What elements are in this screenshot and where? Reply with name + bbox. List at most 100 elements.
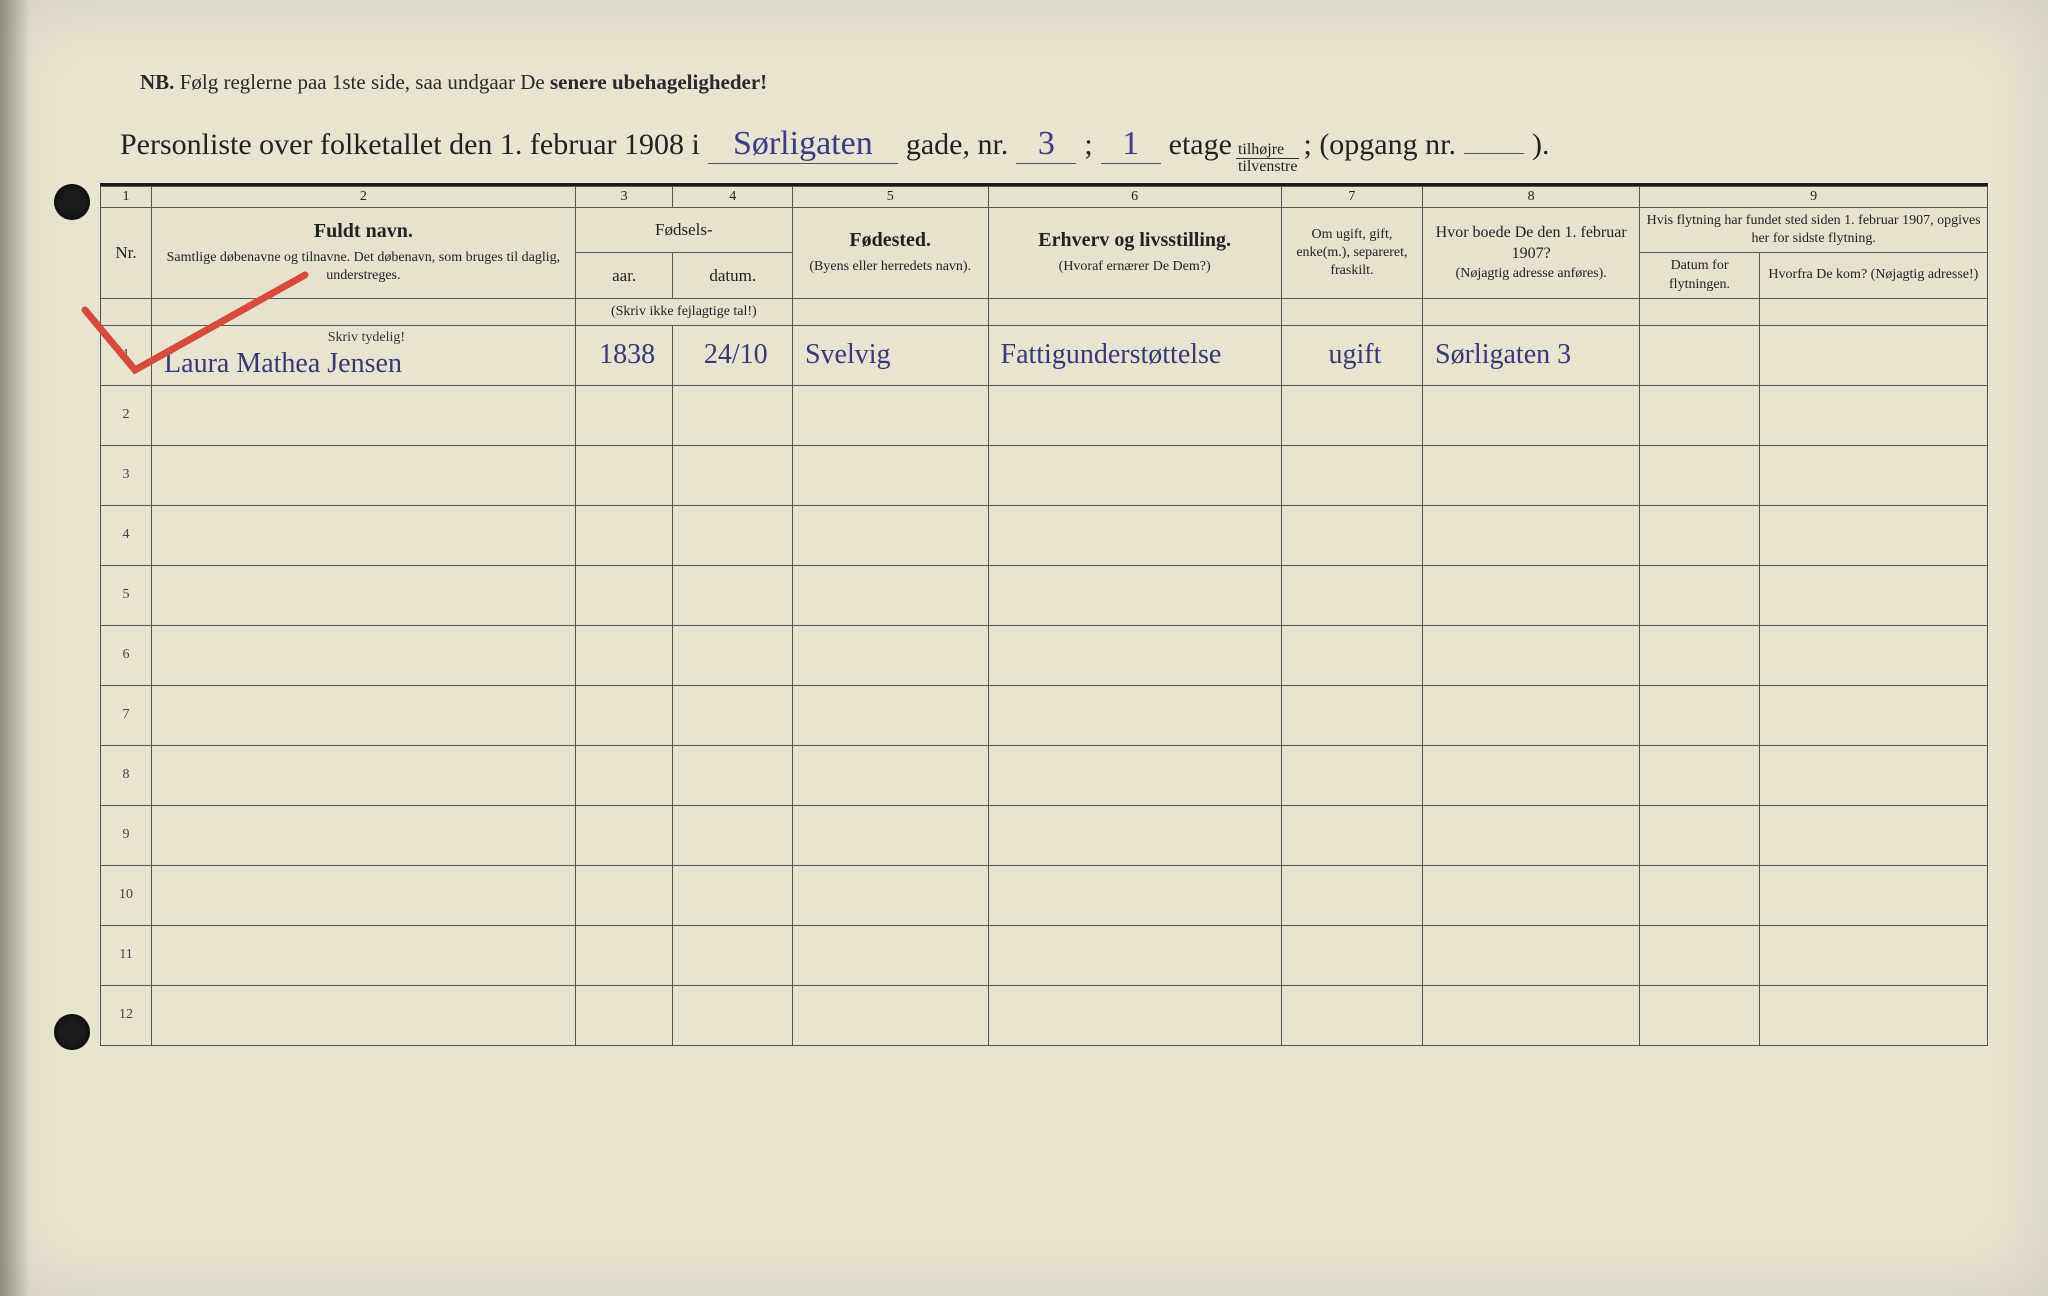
cell-empty: [792, 625, 988, 685]
cell-empty: [1281, 685, 1422, 745]
cell-empty: [575, 745, 673, 805]
cell-date: 24/10: [673, 325, 792, 385]
note-blank: [152, 298, 576, 325]
header-nr: Nr.: [101, 208, 152, 299]
cell-empty: [1759, 745, 1987, 805]
cell-empty: [792, 805, 988, 865]
cell-empty: [575, 685, 673, 745]
cell-empty: [1281, 625, 1422, 685]
house-number-field: 3: [1016, 125, 1076, 164]
cell-empty: [1281, 745, 1422, 805]
header-move-date-label: Datum for flytningen.: [1646, 257, 1752, 293]
skriv-tydelig-note: Skriv tydelig!: [164, 330, 569, 346]
note-blank: [988, 298, 1281, 325]
cell-occupation: Fattigunderstøttelse: [988, 325, 1281, 385]
cell-empty: [988, 805, 1281, 865]
column-header-row: Nr. Fuldt navn. Samtlige døbenavne og ti…: [101, 208, 1988, 253]
cell-empty: [673, 565, 792, 625]
header-occupation-sub: (Hvoraf ernærer De Dem?): [995, 258, 1275, 276]
table-row: 3: [101, 445, 1988, 505]
census-rows: 1 Skriv tydelig! Laura Mathea Jensen 183…: [101, 325, 1988, 1045]
cell-empty: [1759, 805, 1987, 865]
cell-name: Skriv tydelig! Laura Mathea Jensen: [152, 325, 576, 385]
table-row: 5: [101, 565, 1988, 625]
colnum-8: 8: [1423, 187, 1640, 208]
cell-empty: [1423, 865, 1640, 925]
cell-empty: [1640, 685, 1759, 745]
cell-marital: ugift: [1281, 325, 1422, 385]
row-number: 6: [101, 625, 152, 685]
semicolon: ;: [1084, 128, 1092, 162]
note-blank: [1281, 298, 1422, 325]
colnum-9: 9: [1640, 187, 1988, 208]
cell-empty: [1640, 505, 1759, 565]
colnum-7: 7: [1281, 187, 1422, 208]
cell-empty: [988, 505, 1281, 565]
cell-empty: [673, 625, 792, 685]
cell-empty: [152, 385, 576, 445]
cell-empty: [988, 445, 1281, 505]
cell-empty: [792, 985, 988, 1045]
cell-empty: [152, 865, 576, 925]
note-blank: [101, 298, 152, 325]
header-moving: Hvis flytning har fundet sted siden 1. f…: [1640, 208, 1988, 253]
cell-empty: [1281, 565, 1422, 625]
row-number: 2: [101, 385, 152, 445]
cell-move-date: [1640, 325, 1759, 385]
colnum-5: 5: [792, 187, 988, 208]
cell-empty: [152, 505, 576, 565]
cell-empty: [152, 565, 576, 625]
header-birth: Fødsels-: [575, 208, 792, 253]
header-birthplace-title: Fødested.: [799, 229, 982, 252]
cell-empty: [1281, 925, 1422, 985]
cell-empty: [1640, 565, 1759, 625]
cell-empty: [1281, 385, 1422, 445]
header-birth-year: aar.: [575, 253, 673, 298]
table-row: 12: [101, 985, 1988, 1045]
opgang-field: [1464, 153, 1524, 154]
floor-field: 1: [1101, 125, 1161, 164]
table-row: 4: [101, 505, 1988, 565]
cell-empty: [792, 865, 988, 925]
cell-empty: [673, 985, 792, 1045]
table-row: 11: [101, 925, 1988, 985]
street-name-field: Sørligaten: [708, 125, 898, 164]
column-note-row: (Skriv ikke fejlagtige tal!): [101, 298, 1988, 325]
row-number: 4: [101, 505, 152, 565]
cell-empty: [152, 805, 576, 865]
cell-empty: [1281, 865, 1422, 925]
table-row: 1 Skriv tydelig! Laura Mathea Jensen 183…: [101, 325, 1988, 385]
cell-empty: [152, 745, 576, 805]
colnum-3: 3: [575, 187, 673, 208]
cell-empty: [1423, 445, 1640, 505]
cell-empty: [1640, 625, 1759, 685]
header-fullname-title: Fuldt navn.: [158, 220, 569, 243]
cell-move-from: [1759, 325, 1987, 385]
cell-empty: [1759, 565, 1987, 625]
note-blank: [1640, 298, 1759, 325]
cell-empty: [988, 745, 1281, 805]
cell-empty: [988, 565, 1281, 625]
cell-empty: [1759, 445, 1987, 505]
cell-empty: [988, 385, 1281, 445]
cell-empty: [792, 445, 988, 505]
cell-empty: [673, 685, 792, 745]
header-birthplace: Fødested. (Byens eller herredets navn).: [792, 208, 988, 299]
cell-birthplace: Svelvig: [792, 325, 988, 385]
frac-bot: tilvenstre: [1236, 159, 1300, 175]
title-prefix: Personliste over folketallet den 1. febr…: [120, 128, 700, 162]
row-number: 5: [101, 565, 152, 625]
cell-empty: [1759, 385, 1987, 445]
header-birth-note: (Skriv ikke fejlagtige tal!): [575, 298, 792, 325]
row-number: 11: [101, 925, 152, 985]
cell-empty: [1281, 445, 1422, 505]
cell-empty: [1281, 805, 1422, 865]
label-opgang: ; (opgang nr.: [1303, 128, 1455, 162]
cell-empty: [1423, 745, 1640, 805]
cell-empty: [1759, 925, 1987, 985]
cell-empty: [673, 925, 792, 985]
row-number: 9: [101, 805, 152, 865]
cell-empty: [1640, 805, 1759, 865]
header-move-date: Datum for flytningen.: [1640, 253, 1759, 298]
cell-empty: [988, 865, 1281, 925]
